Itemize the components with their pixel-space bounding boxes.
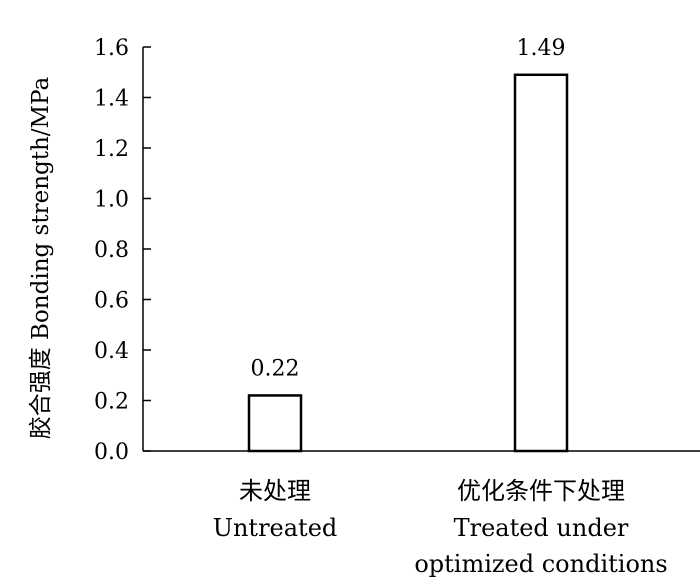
- y-tick-label: 1.6: [94, 36, 129, 61]
- y-tick-label: 0.4: [94, 339, 129, 364]
- y-tick-label: 0.2: [94, 390, 129, 415]
- y-tick-label: 1.2: [94, 137, 129, 162]
- plot-area: 0.0 0.2 0.4 0.6 0.8 1.0 1.2 1.4 1.6 0.22 未处理 Untrea…: [94, 36, 700, 578]
- y-tick-label: 1.4: [94, 87, 129, 112]
- x-category-label-en: optimized conditions: [414, 550, 667, 578]
- bar: [513, 73, 569, 453]
- data-label: 0.22: [251, 356, 300, 381]
- y-tick-label: 1.0: [94, 188, 129, 213]
- y-axis-title: 胶合强度 Bonding strength/MPa: [28, 76, 54, 439]
- y-tick-label: 0.6: [94, 289, 129, 314]
- y-tick-label: 0.0: [94, 440, 129, 465]
- x-category-label-zh: 未处理: [239, 477, 311, 505]
- x-category-label-zh: 优化条件下处理: [457, 477, 625, 505]
- data-label: 1.49: [517, 36, 566, 61]
- bar: [247, 394, 303, 453]
- y-tick-label: 0.8: [94, 238, 129, 263]
- x-category-label-en: Treated under: [454, 514, 629, 542]
- x-category-label-en: Untreated: [213, 514, 338, 542]
